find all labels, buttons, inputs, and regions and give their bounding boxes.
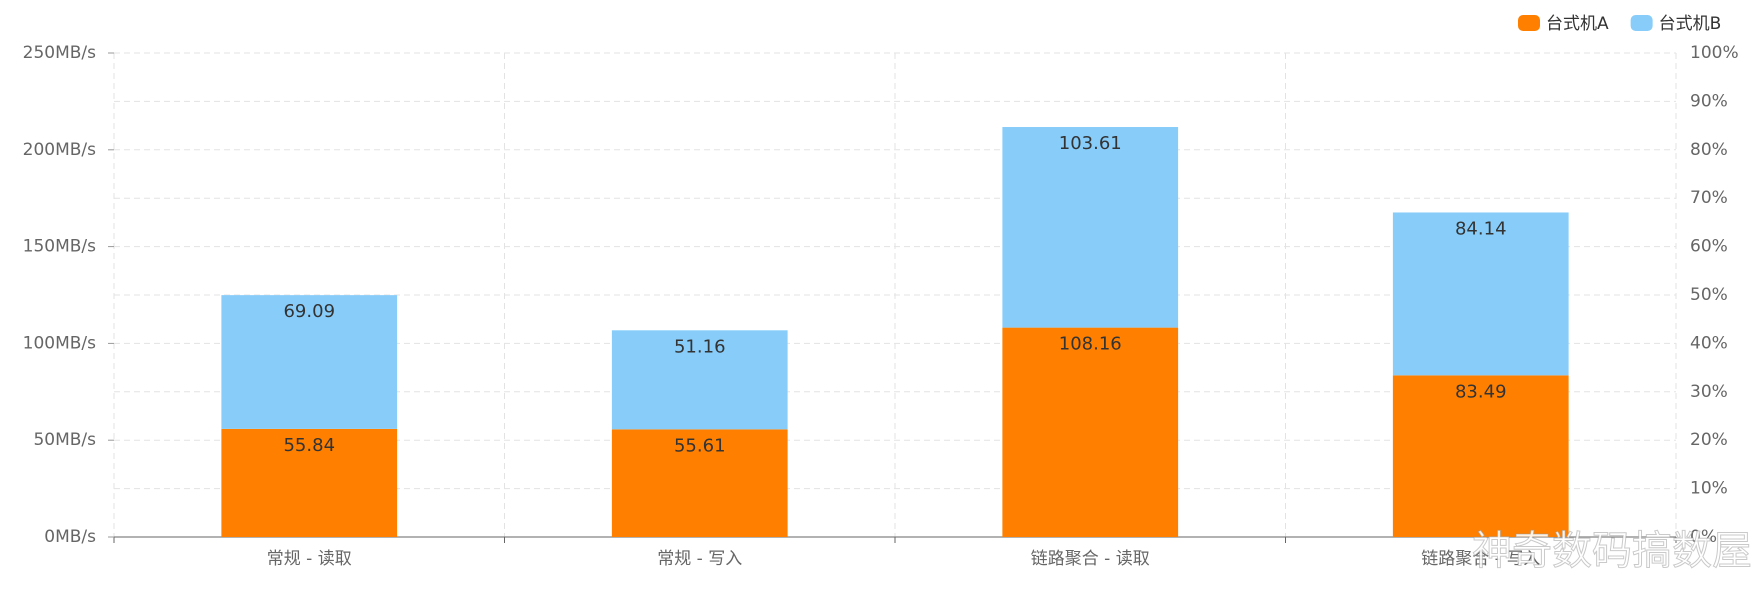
legend-label[interactable]: 台式机A: [1546, 14, 1609, 34]
bar-segment: [1002, 127, 1179, 328]
data-label: 55.61: [674, 435, 726, 456]
y-tick-label: 150MB/s: [23, 237, 97, 257]
bar-segment: [611, 429, 788, 537]
y-tick-label: 0MB/s: [44, 527, 96, 547]
data-label: 55.84: [283, 435, 335, 456]
data-label: 83.49: [1455, 381, 1507, 402]
y2-tick-label: 70%: [1690, 188, 1728, 208]
legend-swatch[interactable]: [1518, 15, 1540, 31]
y-tick-label: 200MB/s: [23, 140, 97, 160]
bar-segment: [221, 428, 398, 537]
y-tick-label: 50MB/s: [33, 430, 96, 450]
y2-tick-label: 40%: [1690, 333, 1728, 353]
data-label: 84.14: [1455, 218, 1507, 239]
watermark: 神奇数码搞数屋: [1472, 528, 1752, 574]
bar-segment: [1392, 212, 1569, 376]
legend-swatch[interactable]: [1630, 15, 1653, 31]
y2-tick-label: 30%: [1690, 382, 1728, 402]
y2-tick-label: 10%: [1690, 479, 1728, 499]
x-tick-label: 链路聚合 - 写入: [1421, 549, 1540, 569]
bar-segment: [221, 295, 398, 429]
x-tick-label: 链路聚合 - 读取: [1031, 549, 1150, 569]
y2-tick-label: 90%: [1690, 91, 1728, 111]
y2-tick-label: 60%: [1690, 237, 1728, 257]
x-tick-label: 常规 - 读取: [267, 549, 352, 569]
y2-tick-label: 0%: [1690, 527, 1717, 547]
bar-segment: [611, 330, 788, 430]
data-label: 69.09: [283, 301, 335, 322]
y-tick-label: 250MB/s: [23, 43, 97, 63]
y-tick-label: 100MB/s: [23, 333, 97, 353]
data-label: 51.16: [674, 336, 726, 357]
bar-segment: [1392, 375, 1569, 537]
legend-label[interactable]: 台式机B: [1659, 14, 1722, 34]
data-label: 108.16: [1059, 334, 1122, 355]
bar-segment: [1002, 327, 1179, 537]
data-label: 103.61: [1059, 133, 1122, 154]
y2-tick-label: 80%: [1690, 140, 1728, 160]
y2-tick-label: 100%: [1690, 43, 1739, 63]
y2-tick-label: 20%: [1690, 430, 1728, 450]
y2-tick-label: 50%: [1690, 285, 1728, 305]
x-tick-label: 常规 - 写入: [657, 549, 742, 569]
